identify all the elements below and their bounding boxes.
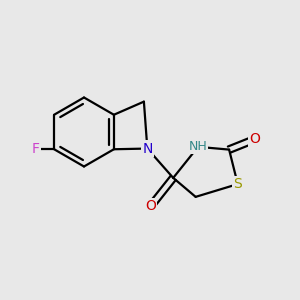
Text: N: N: [142, 142, 152, 156]
Text: O: O: [250, 132, 260, 146]
Text: F: F: [32, 142, 40, 156]
Text: O: O: [146, 199, 156, 213]
Text: NH: NH: [189, 140, 207, 153]
Text: S: S: [233, 177, 242, 191]
